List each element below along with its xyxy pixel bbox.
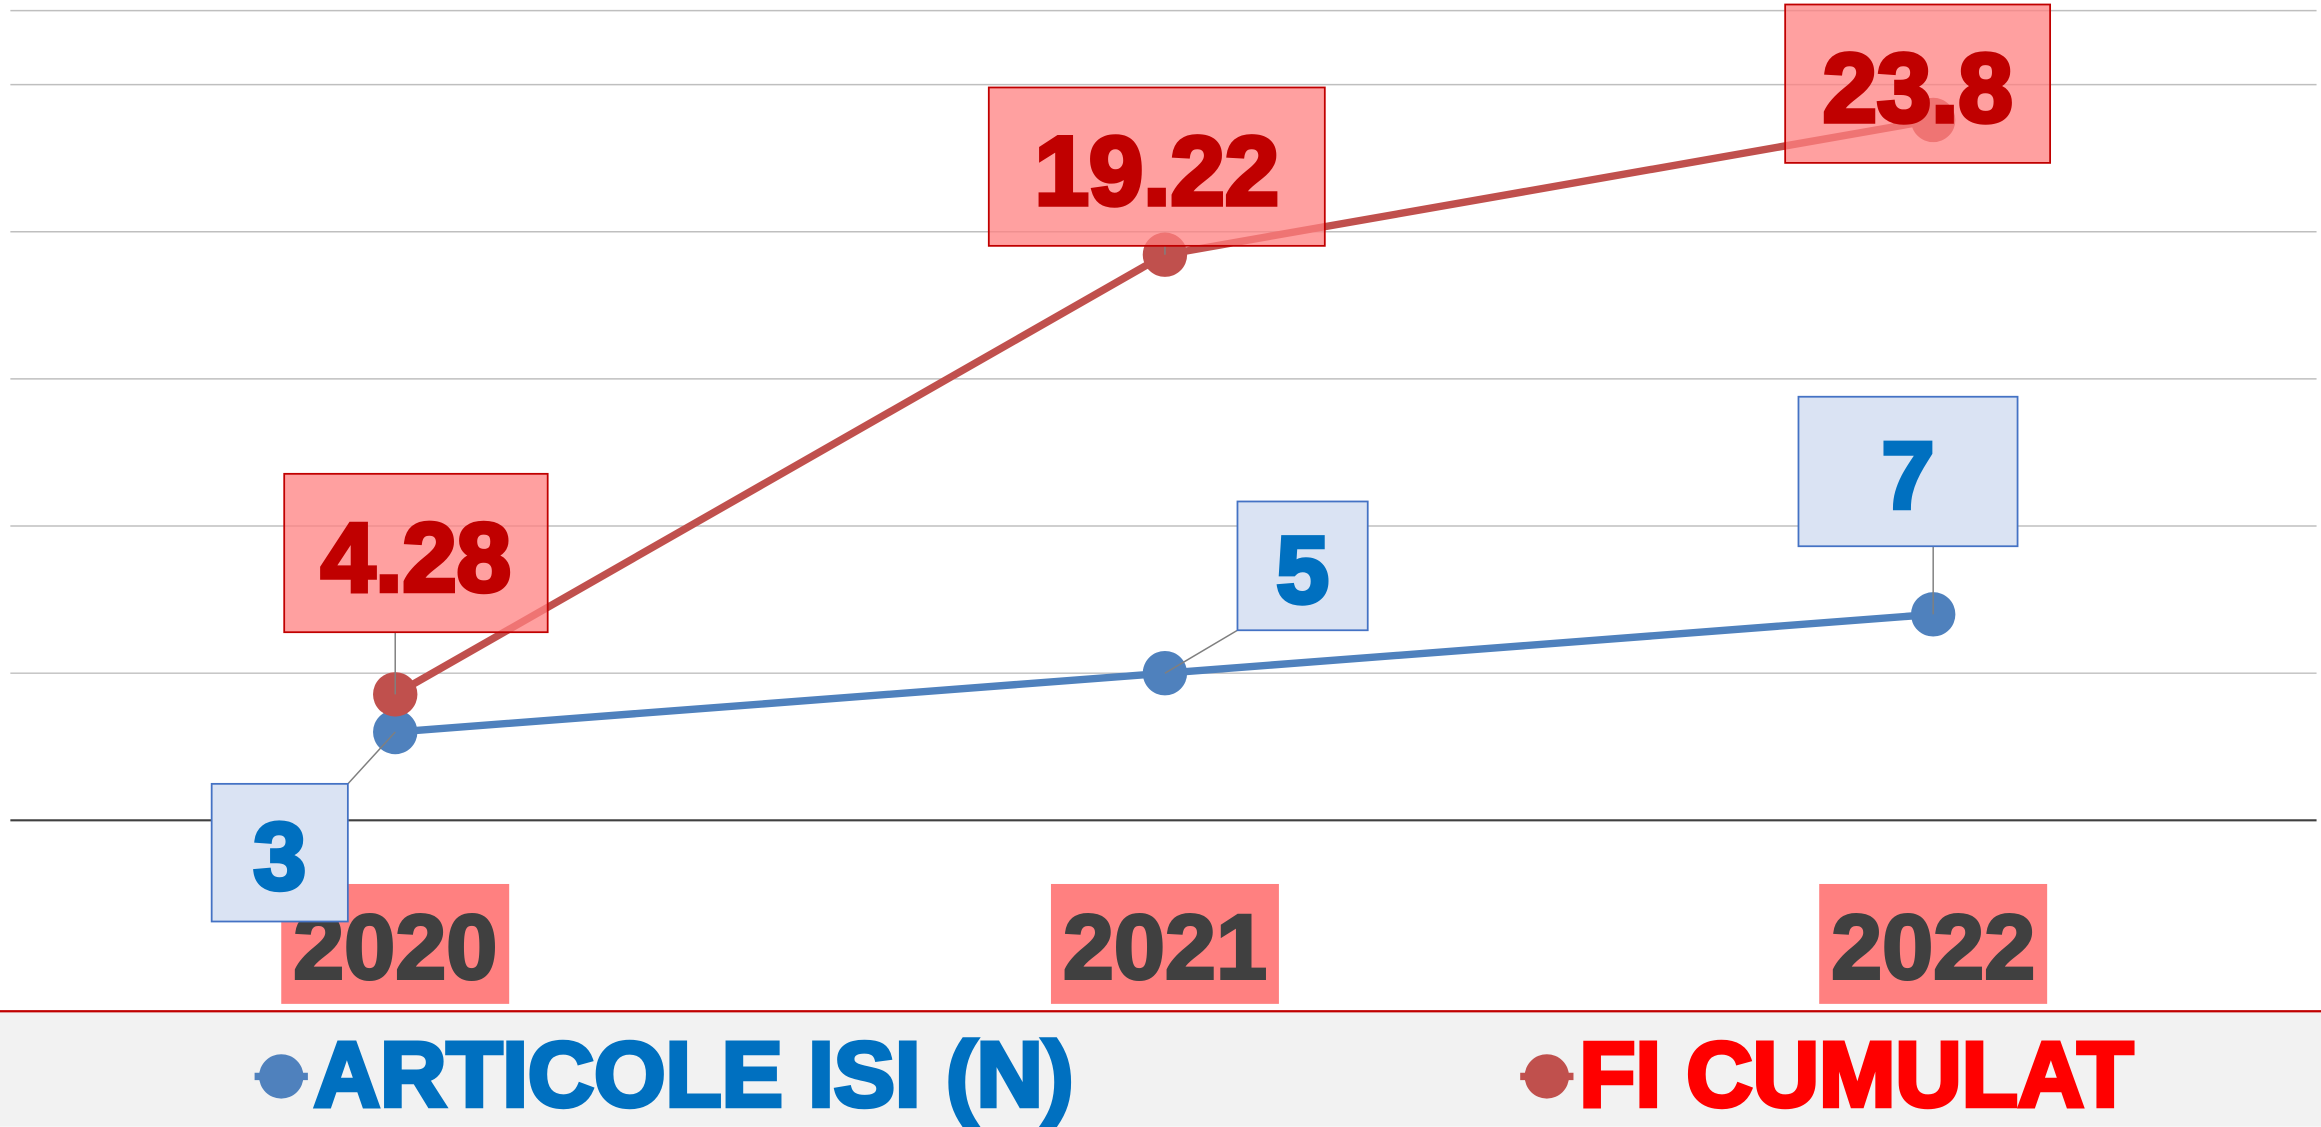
data-label: 3 — [253, 804, 306, 910]
legend-label: FI CUMULAT — [1579, 1024, 2133, 1126]
legend-marker — [259, 1054, 304, 1099]
legend-marker — [1524, 1054, 1570, 1099]
data-label: 19.22 — [1035, 117, 1279, 226]
x-tick-label: 2021 — [1063, 897, 1267, 999]
x-tick-label: 2022 — [1831, 897, 2035, 999]
label-box — [1784, 3, 2052, 164]
category-bg — [1819, 883, 2048, 1004]
legend-label: ARTICOLE ISI (N) — [314, 1024, 1074, 1126]
data-label: 23.8 — [1823, 34, 2013, 143]
label-box — [283, 472, 549, 634]
leader-line — [1164, 629, 1238, 674]
label-box — [1236, 500, 1369, 632]
legend-band — [0, 1011, 2321, 1127]
label-box — [210, 782, 349, 923]
x-tick-label: 2020 — [293, 897, 497, 999]
label-box — [1797, 395, 2019, 548]
data-label: 4.28 — [321, 503, 511, 612]
label-box — [987, 86, 1326, 247]
point — [1142, 650, 1188, 696]
data-label: 5 — [1276, 517, 1329, 623]
category-bg — [1050, 883, 1279, 1004]
data-label: 7 — [1882, 423, 1935, 529]
leader-line — [347, 731, 396, 785]
